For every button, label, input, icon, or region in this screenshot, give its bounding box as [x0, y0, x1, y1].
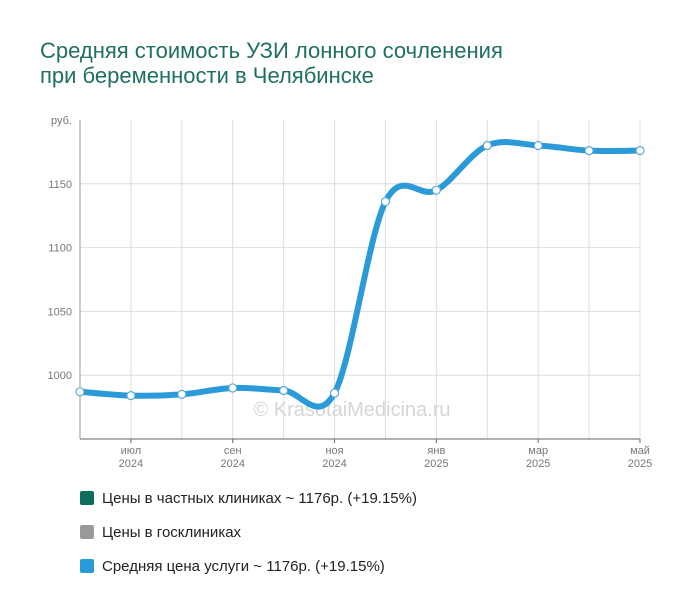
y-tick-label: 1000: [48, 370, 72, 382]
data-point: [75, 387, 85, 397]
data-point: [635, 146, 645, 156]
x-tick-label-month: сен: [224, 445, 242, 457]
chart-title-line-2: при беременности в Челябинске: [40, 63, 374, 88]
legend-swatch-public: [80, 525, 94, 539]
legend-swatch-average: [80, 559, 94, 573]
legend-swatch-private: [80, 491, 94, 505]
legend-item-public[interactable]: Цены в госклиниках: [80, 522, 417, 542]
chart-legend: Цены в частных клиниках ~ 1176р. (+19.15…: [80, 488, 417, 590]
series-line-average: [77, 139, 643, 410]
legend-label-average: Средняя цена услуги ~ 1176р. (+19.15%): [102, 557, 385, 575]
legend-item-average[interactable]: Средняя цена услуги ~ 1176р. (+19.15%): [80, 556, 417, 576]
x-tick-label-year: 2025: [628, 458, 652, 470]
legend-label-public: Цены в госклиниках: [102, 523, 242, 541]
x-tick-label-month: янв: [427, 445, 445, 457]
x-tick-label-year: 2025: [526, 458, 550, 470]
x-tick-label-year: 2024: [220, 458, 244, 470]
x-tick-label-year: 2025: [424, 458, 448, 470]
legend-label-private: Цены в частных клиниках ~ 1176р. (+19.15…: [102, 489, 417, 507]
watermark: © KrasotaiMedicina.ru: [253, 399, 450, 421]
x-tick-label-month: май: [630, 445, 650, 457]
data-point: [279, 385, 289, 396]
price-line-chart: 1000105011001150руб.июл2024сен2024ноя202…: [48, 115, 653, 470]
data-point: [533, 140, 543, 151]
data-point: [584, 146, 594, 156]
data-point: [482, 140, 492, 151]
x-tick-label-year: 2024: [119, 458, 143, 470]
data-point: [177, 389, 187, 399]
x-tick-label-month: июл: [121, 445, 142, 457]
x-tick-label-year: 2024: [322, 458, 346, 470]
x-tick-label-month: мар: [528, 445, 548, 457]
chart-title-line-1: Средняя стоимость УЗИ лонного сочленения: [40, 38, 503, 63]
data-point: [431, 185, 441, 195]
y-tick-label: 1100: [48, 243, 72, 255]
data-point: [329, 388, 340, 398]
data-point: [228, 383, 238, 393]
y-tick-label: 1150: [48, 179, 72, 191]
x-tick-label-month: ноя: [325, 445, 343, 457]
data-point: [126, 391, 136, 401]
y-unit-label: руб.: [51, 115, 72, 127]
data-point: [380, 197, 391, 207]
chart-title: Средняя стоимость УЗИ лонного сочленения…: [40, 38, 660, 88]
legend-item-private[interactable]: Цены в частных клиниках ~ 1176р. (+19.15…: [80, 488, 417, 508]
y-tick-label: 1050: [48, 306, 72, 318]
